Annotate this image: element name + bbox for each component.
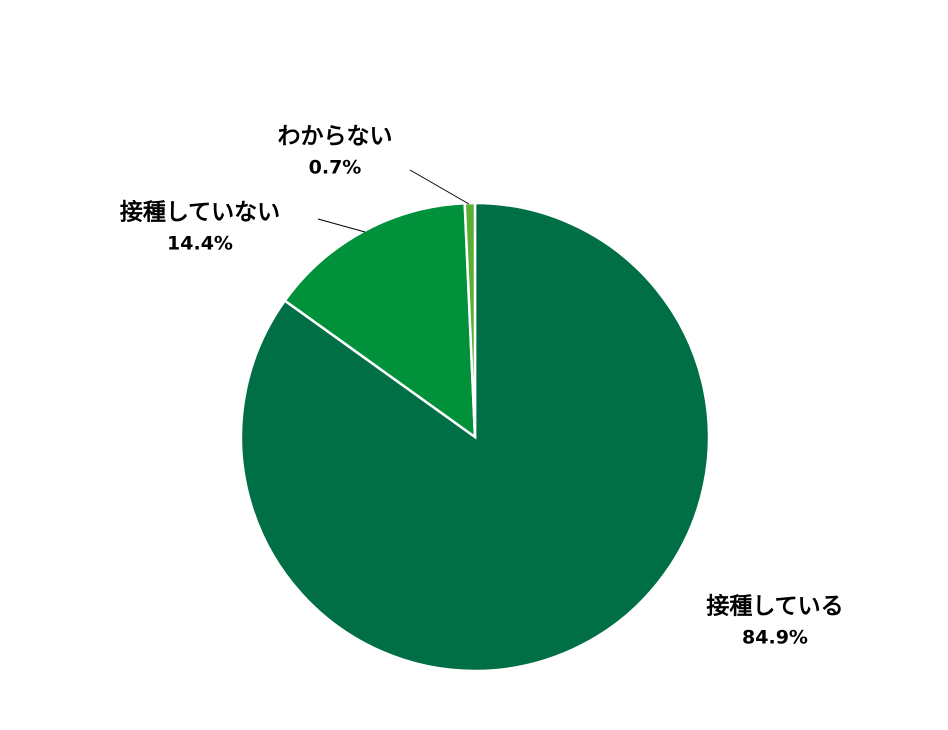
leader-line — [409, 169, 470, 205]
slice-value-label: 84.9% — [742, 627, 808, 649]
pie-slice — [463, 201, 477, 438]
slice-label: 接種していない — [120, 200, 280, 226]
slice-value-label: 14.4% — [167, 233, 233, 255]
slice-value-label: 0.7% — [309, 157, 362, 179]
leader-line — [317, 218, 366, 233]
slice-label: 接種している — [706, 594, 843, 620]
slice-label: わからない — [278, 124, 393, 150]
